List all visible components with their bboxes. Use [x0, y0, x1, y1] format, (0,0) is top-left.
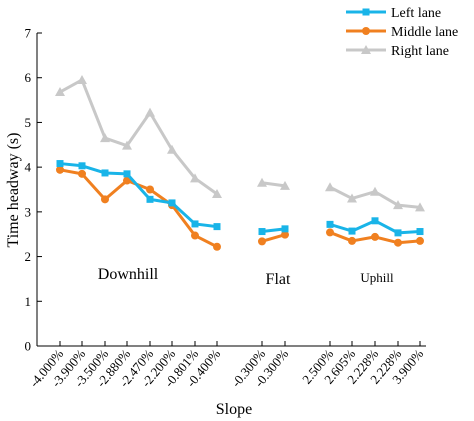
- series-line-segment: [261, 181, 286, 188]
- data-point: [77, 74, 87, 84]
- data-point: [281, 230, 289, 239]
- series-layer: [55, 74, 425, 251]
- data-point: [325, 182, 335, 192]
- data-point: [212, 188, 222, 198]
- data-point: [370, 186, 380, 196]
- data-point: [146, 185, 154, 194]
- data-point: [258, 237, 266, 246]
- series-line-segment: [59, 78, 218, 196]
- series-middle-lane: [56, 165, 424, 251]
- legend-marker: [361, 45, 371, 54]
- y-tick-label: 3: [25, 204, 32, 219]
- y-tick-label: 4: [25, 160, 32, 175]
- data-point: [78, 169, 86, 178]
- data-point: [257, 177, 267, 187]
- data-point: [123, 170, 131, 178]
- legend-marker: [362, 8, 370, 16]
- data-point: [191, 231, 199, 240]
- data-point: [415, 202, 425, 212]
- x-axis-title: Slope: [216, 401, 252, 418]
- series-line-segment: [59, 162, 218, 229]
- y-tick-label: 6: [25, 70, 32, 85]
- data-point: [78, 162, 86, 170]
- data-point: [101, 169, 109, 177]
- data-point: [280, 180, 290, 190]
- data-point: [416, 228, 424, 236]
- data-point: [371, 217, 379, 225]
- data-point: [191, 220, 199, 228]
- data-point: [416, 236, 424, 245]
- y-axis-title: Time headway (s): [5, 133, 22, 248]
- data-point: [281, 225, 289, 233]
- data-point: [190, 173, 200, 183]
- y-tick-label: 1: [25, 294, 32, 309]
- data-point: [326, 228, 334, 237]
- data-point: [394, 229, 402, 237]
- legend-label: Right lane: [391, 44, 449, 59]
- y-tick-label: 7: [25, 26, 32, 41]
- data-point: [56, 160, 64, 168]
- data-point: [213, 223, 221, 231]
- y-tick-label: 0: [25, 339, 32, 354]
- y-tick-label: 5: [25, 115, 32, 130]
- data-point: [122, 140, 132, 150]
- data-point: [100, 133, 110, 143]
- data-point: [258, 228, 266, 236]
- data-point: [146, 195, 154, 203]
- data-point: [56, 165, 64, 174]
- legend-marker: [362, 27, 370, 35]
- data-point: [101, 195, 109, 204]
- region-label-flat: Flat: [266, 271, 291, 288]
- series-left-lane: [56, 160, 424, 237]
- data-point: [347, 193, 357, 203]
- data-point: [348, 227, 356, 235]
- region-label-uphill: Uphill: [360, 270, 394, 285]
- region-labels: Downhill Flat Uphill: [98, 266, 394, 288]
- series-right-lane: [55, 74, 425, 212]
- legend-label: Middle lane: [391, 25, 458, 40]
- region-label-downhill: Downhill: [98, 266, 159, 283]
- data-point: [394, 238, 402, 247]
- series-line-segment: [261, 227, 286, 234]
- data-point: [393, 200, 403, 210]
- legend-label: Left lane: [391, 6, 441, 21]
- data-point: [326, 220, 334, 228]
- legend-item: Right lane: [346, 44, 449, 59]
- data-point: [213, 242, 221, 251]
- data-point: [167, 144, 177, 154]
- data-point: [371, 232, 379, 241]
- legend-item: Middle lane: [346, 25, 458, 40]
- data-point: [123, 176, 131, 185]
- legend-item: Left lane: [346, 6, 441, 21]
- data-point: [55, 87, 65, 97]
- legend: Left lane Middle lane Right lane: [346, 6, 458, 59]
- data-point: [348, 236, 356, 245]
- data-point: [168, 199, 176, 207]
- y-tick-label: 2: [25, 249, 32, 264]
- data-point: [145, 107, 155, 117]
